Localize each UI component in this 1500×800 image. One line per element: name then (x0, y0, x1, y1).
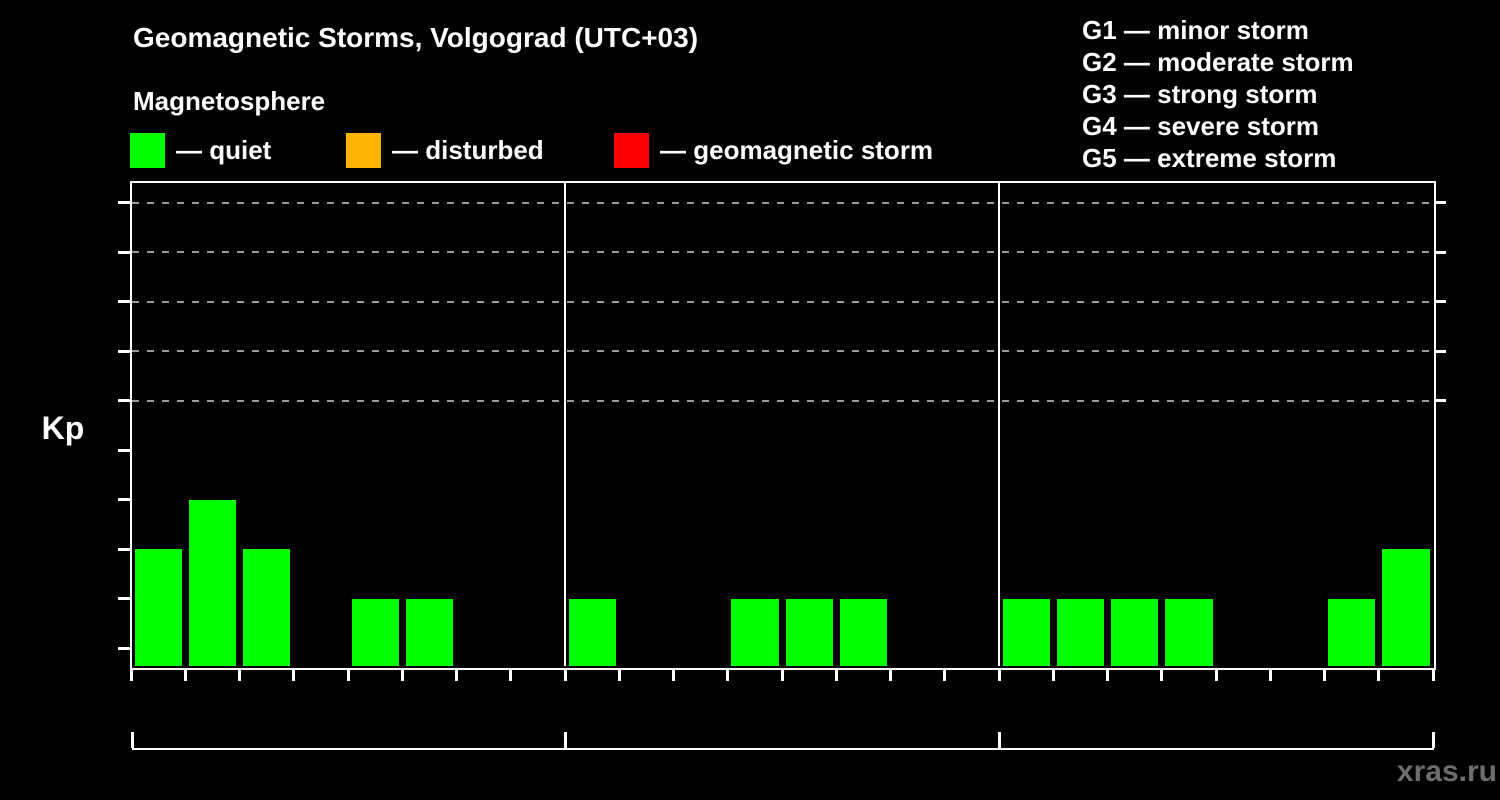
geomagnetic-storm-color-swatch (614, 133, 649, 168)
chart-subtitle: Magnetosphere (133, 86, 326, 116)
x-axis-tick (292, 668, 296, 681)
kp-bar (731, 598, 779, 666)
x-axis-tick (889, 668, 892, 681)
page-title: Geomagnetic Storms, Volgograd (UTC+03) (133, 22, 699, 53)
x-axis-tick (1051, 668, 1055, 681)
x-axis-tick (509, 668, 513, 681)
x-axis-tick (1323, 668, 1326, 681)
bracket-tick (131, 732, 134, 748)
y-axis-tick (118, 646, 130, 650)
storm-scale-line: G3 — strong storm (1082, 79, 1318, 109)
kp-bar (568, 598, 616, 666)
gridline (132, 201, 1432, 204)
x-axis-tick (834, 668, 838, 681)
storm-scale-legend: G1 — minor storm G2 — moderate storm G3 — … (1082, 14, 1354, 174)
x-axis-tick (726, 668, 730, 681)
x-axis-tick (943, 668, 947, 681)
kp-bar (134, 549, 182, 666)
right-axis-tick (1434, 250, 1446, 254)
kp-bar (188, 499, 236, 666)
legend-label: — geomagnetic storm (660, 135, 934, 165)
y-axis-tick (118, 448, 130, 452)
y-axis-tick (118, 201, 130, 204)
legend-item-geomagnetic-storm: — geomagnetic storm (614, 133, 933, 168)
kp-bar (243, 549, 291, 666)
x-axis-tick (346, 668, 350, 681)
gridline (132, 300, 1432, 303)
legend-label: — disturbed (392, 135, 544, 165)
y-axis-tick (118, 597, 130, 600)
x-axis-tick (1106, 668, 1109, 681)
panel-separator (564, 183, 566, 666)
disturbed-color-swatch (346, 133, 381, 168)
x-axis-tick (672, 668, 675, 681)
y-axis-title: Kp (41, 410, 85, 446)
y-axis-tick (118, 349, 130, 353)
x-axis-tick (1431, 668, 1435, 681)
y-axis-tick (118, 250, 130, 254)
panel-separator (998, 183, 1000, 666)
x-axis-tick (455, 668, 458, 681)
x-axis-tick (183, 668, 187, 681)
right-axis-tick (1434, 201, 1446, 204)
right-axis-tick (1434, 399, 1446, 402)
x-axis-tick (238, 668, 241, 681)
legend-label: — quiet (176, 135, 272, 165)
plot-border (130, 181, 1436, 670)
bracket-tick (563, 732, 567, 748)
x-axis-tick (1268, 668, 1272, 681)
right-axis-tick (1434, 349, 1446, 353)
kp-bar (351, 598, 399, 666)
y-axis-tick (118, 300, 130, 303)
kp-bar (1111, 598, 1159, 666)
storm-scale-line: G4 — severe storm (1082, 111, 1320, 141)
kp-bar (1002, 598, 1050, 666)
storm-scale-line: G2 — moderate storm (1082, 47, 1354, 77)
kp-bar (785, 598, 833, 666)
day-bracket (132, 748, 1434, 750)
x-axis-tick (400, 668, 404, 681)
watermark: xras.ru (1396, 755, 1497, 788)
x-axis-tick (997, 668, 1001, 681)
x-axis-tick (563, 668, 567, 681)
legend-item-disturbed: — disturbed (346, 133, 544, 168)
kp-bar (1165, 598, 1213, 666)
x-axis-tick (1377, 668, 1381, 681)
kp-bar (839, 598, 887, 666)
gridline (132, 251, 1432, 253)
y-axis-tick (118, 399, 130, 402)
bracket-tick (1431, 732, 1435, 748)
storm-scale-line: G5 — extreme storm (1082, 143, 1337, 173)
y-axis-tick (118, 547, 130, 551)
x-axis-tick (617, 668, 621, 681)
gridline (132, 350, 1432, 352)
x-axis-tick (780, 668, 784, 681)
kp-bar (1056, 598, 1104, 666)
bracket-tick (997, 732, 1001, 748)
x-axis-tick (129, 668, 133, 681)
kp-bar (405, 598, 453, 666)
x-axis-tick (1214, 668, 1218, 681)
x-axis-tick (1160, 668, 1164, 681)
y-axis-tick (118, 498, 130, 501)
quiet-color-swatch (130, 133, 165, 168)
kp-bar (1328, 598, 1376, 666)
kp-bar (1382, 549, 1430, 666)
storm-scale-line: G1 — minor storm (1082, 15, 1309, 45)
gridline (132, 399, 1432, 402)
right-axis-tick (1434, 300, 1446, 303)
legend-item-quiet: — quiet (130, 133, 271, 168)
